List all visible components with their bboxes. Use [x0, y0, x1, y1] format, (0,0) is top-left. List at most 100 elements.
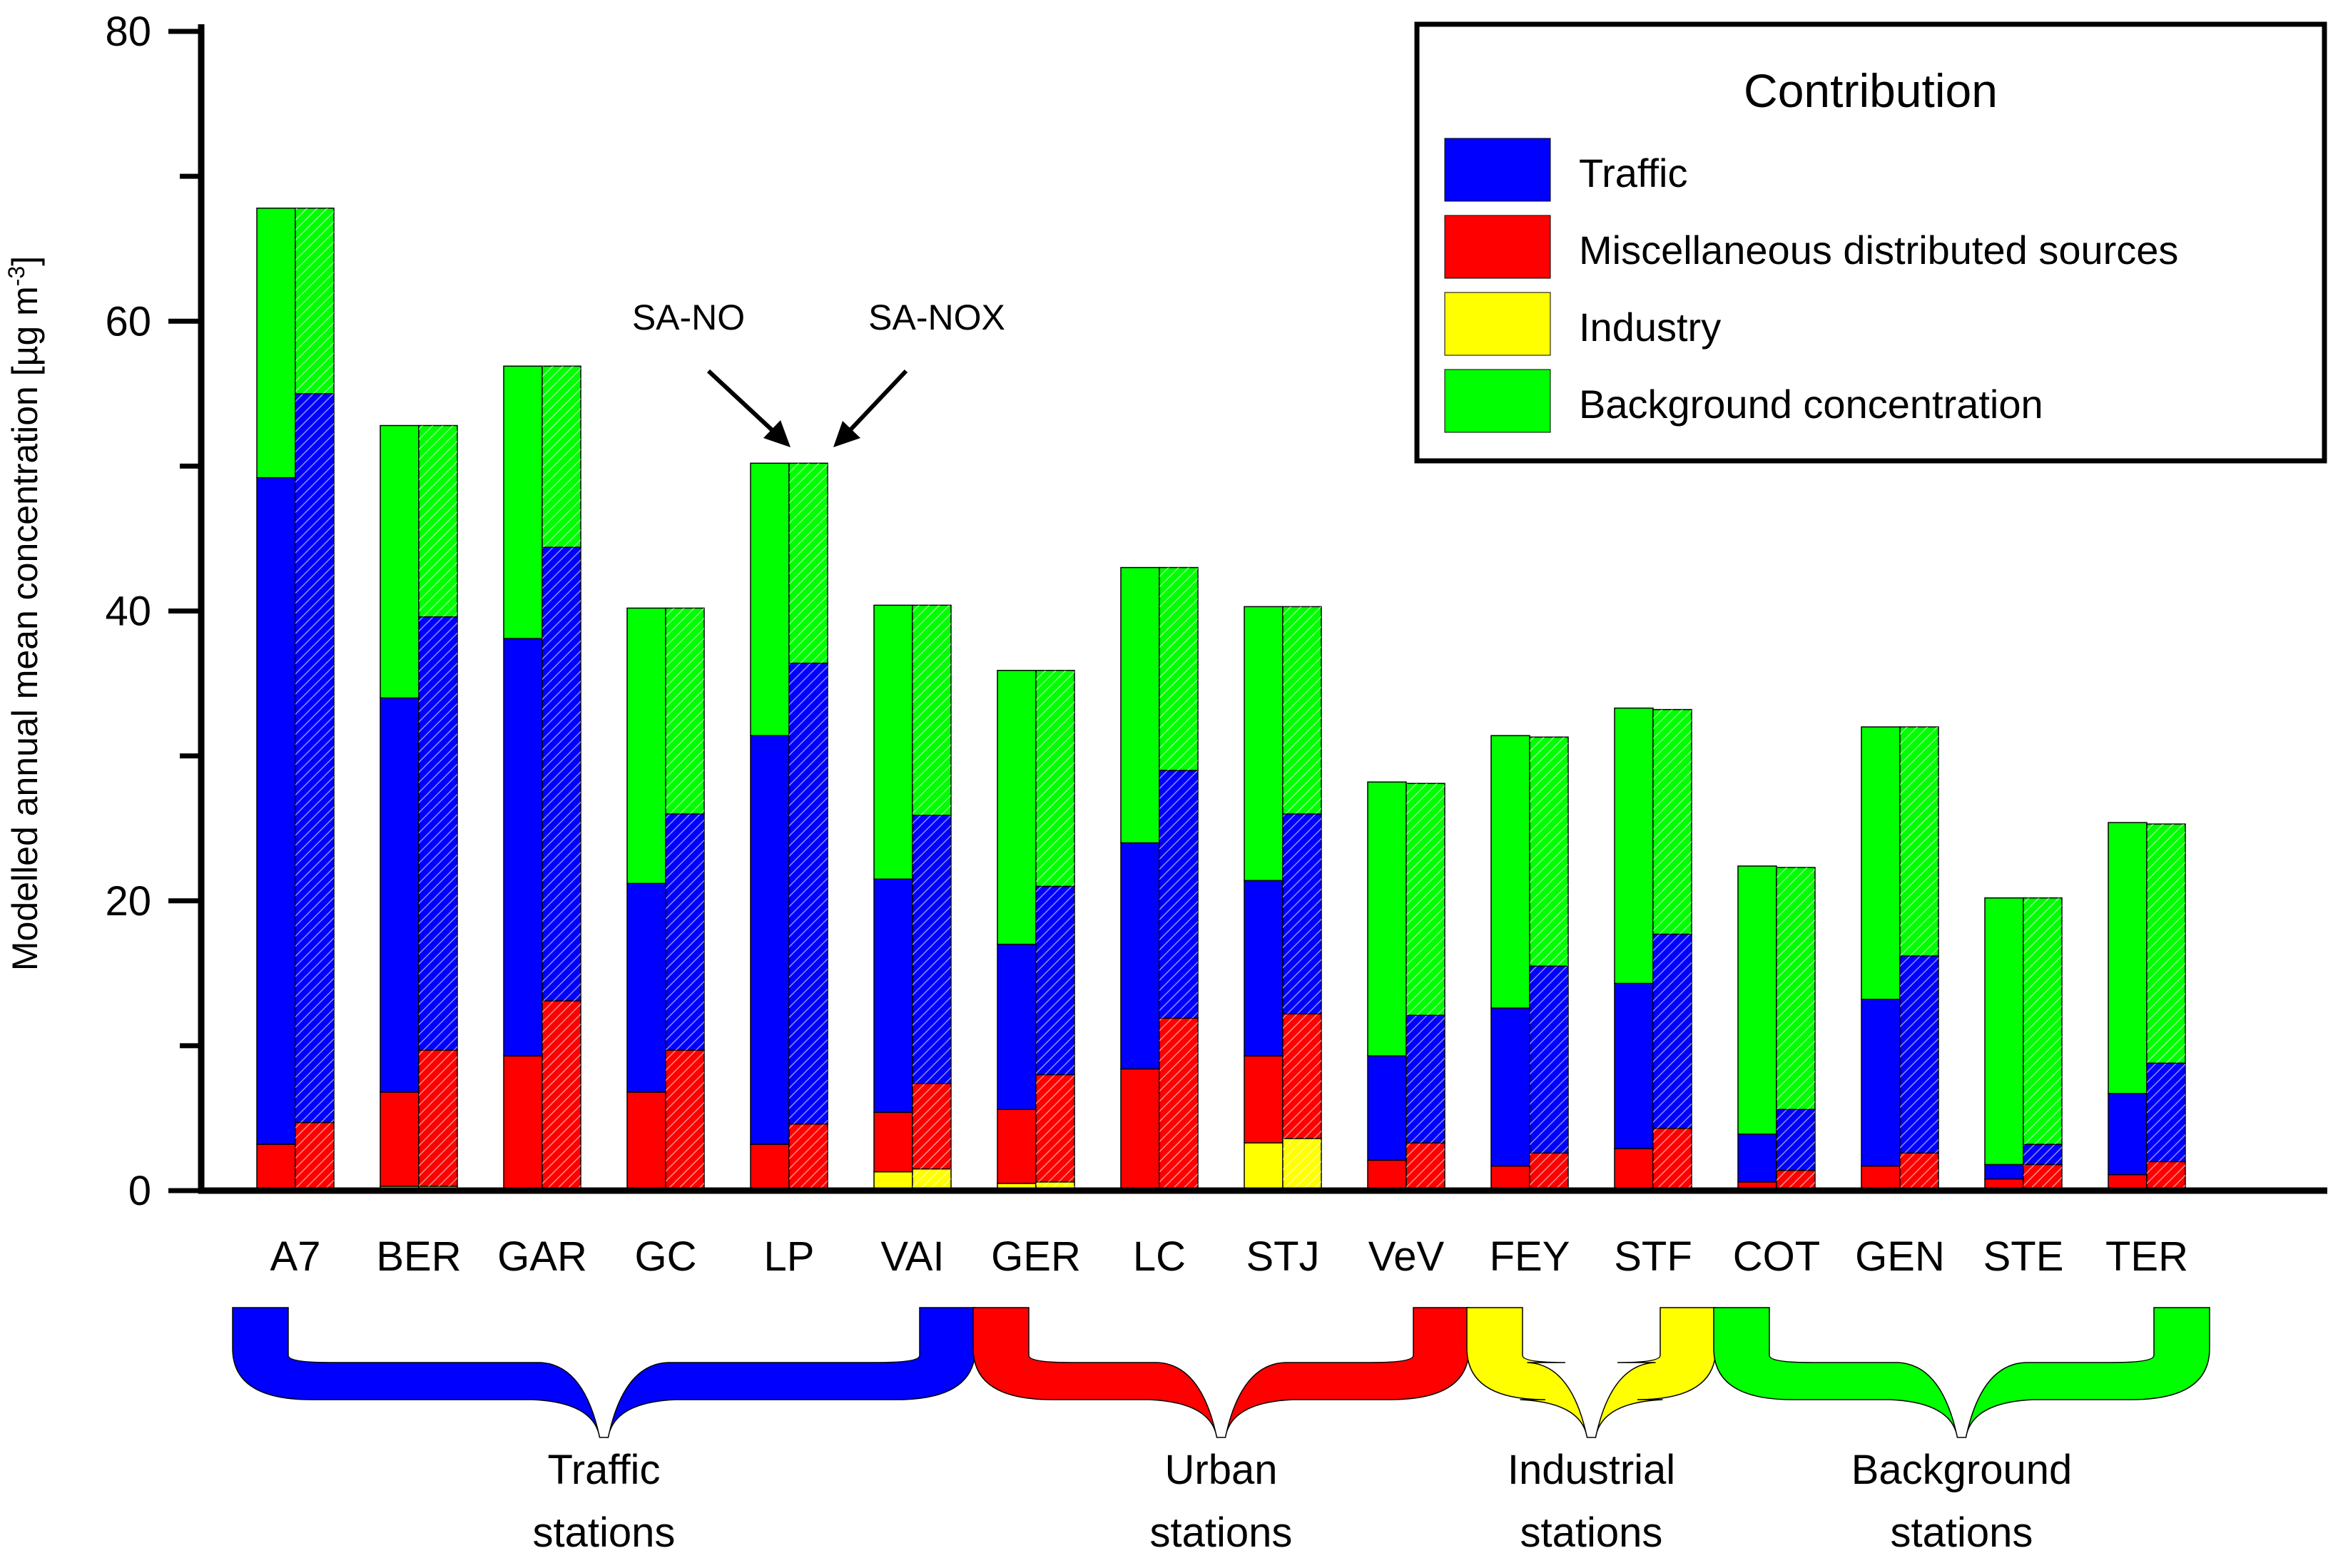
x-tick-label-GAR: GAR	[497, 1233, 587, 1280]
x-tick-label-FEY: FEY	[1490, 1233, 1570, 1280]
bar-sa-no-GAR-background	[503, 365, 543, 639]
bar-hatch-VeV-background	[1406, 783, 1445, 1016]
bar-hatch-FEY-background	[1530, 737, 1568, 967]
bar-sa-no-GC-misc	[626, 1091, 666, 1191]
bar-sa-no-STJ-misc	[1244, 1055, 1284, 1144]
bar-sa-no-STF-background	[1614, 707, 1654, 984]
group-brace-2	[1466, 1307, 1717, 1438]
annotation-sa-no-label: SA-NO	[632, 297, 745, 337]
y-tick-label-40: 40	[105, 589, 151, 635]
legend-title: Contribution	[1744, 64, 1998, 117]
bar-sa-no-TER-background	[2108, 822, 2148, 1094]
bar-hatch-GC-traffic	[666, 813, 704, 1050]
bar-sa-no-COT-background	[1737, 865, 1777, 1135]
bar-sa-no-A7-misc	[256, 1144, 296, 1191]
bar-hatch-STE-traffic	[2023, 1144, 2062, 1165]
bar-sa-no-VAI-traffic	[873, 878, 913, 1114]
x-tick-label-VAI: VAI	[880, 1233, 944, 1280]
x-tick-label-GEN: GEN	[1855, 1233, 1945, 1280]
bar-hatch-GER-misc	[1036, 1074, 1074, 1182]
x-tick-label-BER: BER	[376, 1233, 461, 1280]
group-brace-0	[232, 1307, 976, 1438]
group-label-3-line1: Background	[1851, 1447, 2073, 1493]
y-tick-label-0: 0	[128, 1168, 151, 1214]
bar-hatch-GAR-traffic	[542, 547, 581, 1001]
bar-hatch-VeV-traffic	[1406, 1015, 1445, 1143]
bar-hatch-VAI-background	[913, 605, 951, 815]
bar-hatch-VAI-industry	[913, 1169, 951, 1191]
annotation-sa-no-arrowhead	[763, 420, 791, 447]
legend-frame	[1414, 21, 2327, 464]
group-label-2-line1: Industrial	[1508, 1447, 1675, 1493]
bar-sa-no-COT-traffic	[1737, 1134, 1777, 1183]
bar-hatch-STJ-industry	[1283, 1138, 1321, 1191]
bar-hatch-LP-misc	[789, 1124, 828, 1191]
bar-hatch-A7-traffic	[295, 393, 334, 1123]
x-tick-label-VeV: VeV	[1368, 1233, 1445, 1280]
bar-hatch-TER-traffic	[2147, 1063, 2185, 1162]
bar-hatch-STJ-background	[1283, 606, 1321, 814]
bar-hatch-GEN-background	[1900, 727, 1938, 956]
group-label-3-line2: stations	[1891, 1510, 2033, 1556]
bar-sa-no-STF-traffic	[1614, 982, 1654, 1149]
group-label-0-line1: Traffic	[548, 1447, 661, 1493]
y-tick-label-80: 80	[105, 9, 151, 55]
bar-sa-no-VeV-misc	[1367, 1159, 1407, 1191]
bar-hatch-BER-misc	[419, 1049, 457, 1186]
bar-sa-no-FEY-misc	[1490, 1165, 1530, 1191]
bar-hatch-LC-background	[1159, 567, 1198, 770]
bar-sa-no-GEN-traffic	[1861, 999, 1901, 1167]
bar-hatch-LC-misc	[1159, 1018, 1198, 1191]
bar-sa-no-GAR-traffic	[503, 638, 543, 1057]
bar-sa-no-VeV-traffic	[1367, 1055, 1407, 1161]
legend-swatch-misc	[1444, 215, 1551, 279]
group-label-1-line2: stations	[1150, 1510, 1293, 1556]
bar-hatch-GC-background	[666, 608, 704, 814]
bar-sa-no-VAI-misc	[873, 1111, 913, 1173]
group-label-2-line2: stations	[1520, 1510, 1663, 1556]
legend-swatch-background	[1444, 369, 1551, 433]
bar-hatch-FEY-traffic	[1530, 966, 1568, 1154]
bar-hatch-STE-background	[2023, 897, 2062, 1144]
bar-sa-no-GER-misc	[997, 1109, 1037, 1184]
bar-sa-no-TER-traffic	[2108, 1093, 2148, 1176]
bar-hatch-VAI-misc	[913, 1083, 951, 1169]
bar-hatch-STE-misc	[2023, 1164, 2062, 1191]
bar-sa-no-A7-background	[256, 208, 296, 479]
bar-hatch-STF-misc	[1653, 1128, 1692, 1191]
x-tick-label-TER: TER	[2105, 1233, 2188, 1280]
legend: Contribution Traffic Miscellaneous distr…	[1414, 21, 2327, 464]
bar-hatch-GAR-misc	[542, 1000, 581, 1191]
bar-hatch-TER-misc	[2147, 1161, 2185, 1191]
bar-sa-no-GC-traffic	[626, 882, 666, 1093]
y-tick-label-60: 60	[105, 298, 151, 345]
bar-hatch-STF-background	[1653, 709, 1692, 935]
bar-sa-no-A7-traffic	[256, 477, 296, 1145]
y-axis-label: Modelled annual mean concentration [µg m…	[4, 256, 45, 971]
annotation-sa-nox-arrow	[842, 369, 908, 439]
annotation-sa-nox-label: SA-NOX	[868, 297, 1005, 337]
bar-hatch-FEY-misc	[1530, 1153, 1568, 1191]
group-label-1-line1: Urban	[1165, 1447, 1278, 1493]
bar-sa-no-STF-misc	[1614, 1148, 1654, 1191]
bar-sa-no-GER-traffic	[997, 943, 1037, 1110]
x-tick-label-LP: LP	[764, 1233, 815, 1280]
bar-sa-no-STJ-background	[1244, 606, 1284, 882]
x-tick-label-LC: LC	[1133, 1233, 1186, 1280]
bar-sa-no-GER-background	[997, 670, 1037, 945]
legend-label-misc: Miscellaneous distributed sources	[1579, 228, 2178, 273]
bar-sa-no-FEY-traffic	[1490, 1007, 1530, 1167]
bar-hatch-COT-traffic	[1777, 1109, 1815, 1171]
bar-hatch-STJ-misc	[1283, 1014, 1321, 1139]
group-brace-3	[1713, 1307, 2210, 1438]
x-tick-label-A7: A7	[270, 1233, 321, 1280]
x-tick-label-GC: GC	[635, 1233, 697, 1280]
x-tick-label-GER: GER	[991, 1233, 1081, 1280]
bar-sa-no-FEY-background	[1490, 735, 1530, 1009]
annotation-sa-nox: SA-NOX	[833, 297, 1005, 447]
x-tick-label-COT: COT	[1733, 1233, 1820, 1280]
bar-hatch-GAR-background	[542, 366, 581, 548]
bar-hatch-COT-background	[1777, 867, 1815, 1110]
bar-hatch-LP-traffic	[789, 663, 828, 1124]
